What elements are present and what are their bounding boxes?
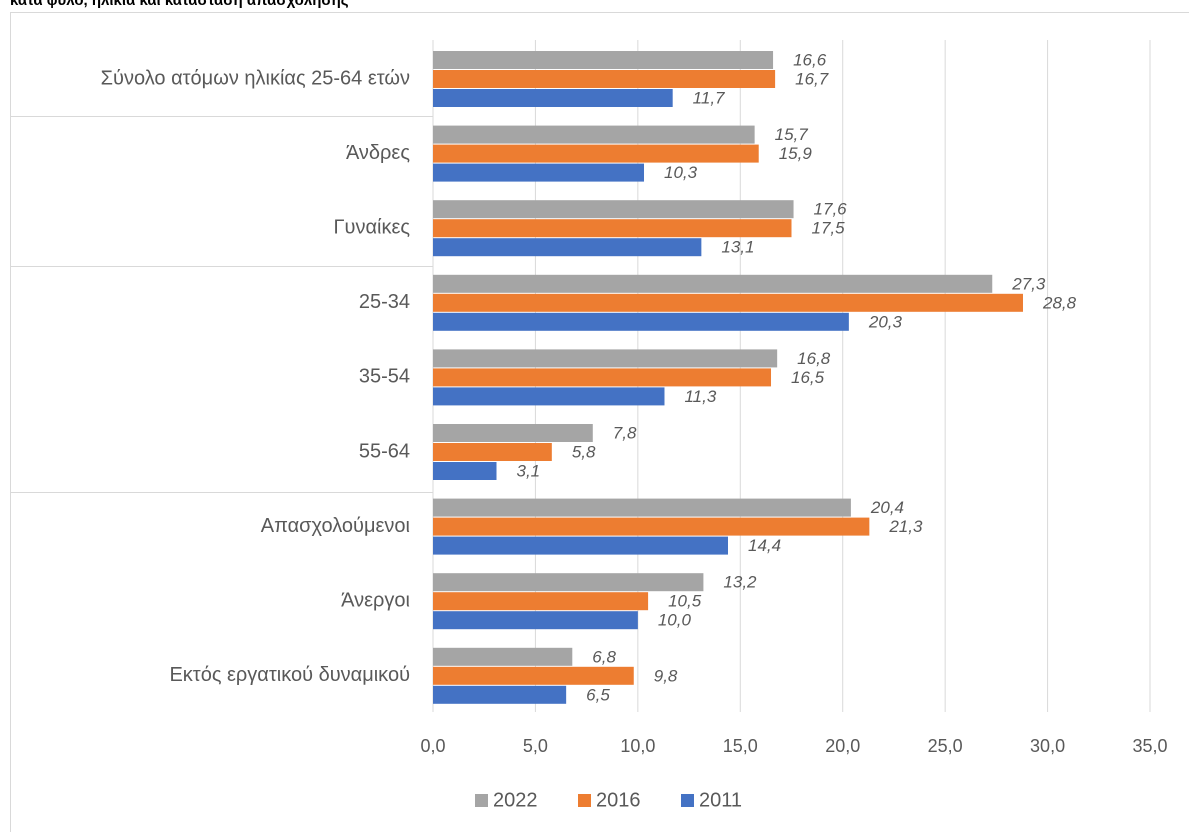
- legend-label: 2011: [699, 789, 742, 811]
- data-label: 10,0: [658, 611, 692, 630]
- bar: [433, 163, 645, 182]
- x-tick-label: 20,0: [825, 736, 860, 756]
- y-tick-label: Σύνολο ατόμων ηλικίας 25-64 ετών: [101, 67, 410, 89]
- x-tick-label: 0,0: [420, 736, 445, 756]
- y-tick-label: 35-54: [359, 366, 410, 388]
- y-tick-label: 55-64: [359, 440, 410, 462]
- bar: [433, 462, 497, 480]
- bar: [433, 312, 849, 331]
- legend-label: 2022: [493, 789, 538, 811]
- data-label: 10,5: [668, 592, 702, 611]
- data-label: 16,6: [793, 50, 827, 69]
- bar: [433, 424, 593, 442]
- bar: [433, 89, 673, 107]
- data-label: 13,2: [723, 573, 757, 592]
- data-label: 5,8: [572, 442, 596, 461]
- data-label: 17,5: [812, 219, 846, 238]
- data-label: 7,8: [613, 423, 637, 442]
- data-label: 16,8: [797, 349, 831, 368]
- data-label: 28,8: [1042, 293, 1077, 312]
- bar: [433, 293, 1023, 312]
- bar: [433, 498, 851, 517]
- data-label: 20,4: [870, 498, 904, 517]
- data-label: 9,8: [654, 666, 678, 685]
- bar: [433, 70, 776, 88]
- data-label: 16,5: [791, 368, 825, 387]
- bar: [433, 517, 870, 536]
- bar: [433, 349, 778, 368]
- bar: [433, 573, 704, 592]
- chart-title: κατά φύλο, ηλικία και κατάσταση απασχόλη…: [10, 0, 349, 9]
- bar: [433, 536, 728, 555]
- legend-swatch: [578, 794, 591, 807]
- data-label: 21,3: [888, 517, 923, 536]
- x-tick-label: 30,0: [1030, 736, 1065, 756]
- bar: [433, 144, 759, 163]
- data-label: 17,6: [814, 200, 848, 219]
- y-tick-label: Εκτός εργατικού δυναμικού: [169, 664, 410, 686]
- bar: [433, 200, 794, 219]
- y-tick-label: Απασχολούμενοι: [261, 515, 410, 537]
- y-tick-label: Άνεργοι: [341, 589, 410, 611]
- bar: [433, 443, 552, 461]
- data-label: 20,3: [868, 312, 903, 331]
- data-label: 15,7: [775, 125, 809, 144]
- legend-swatch: [681, 794, 694, 807]
- bar: [433, 238, 702, 257]
- bar: [433, 274, 993, 293]
- data-label: 3,1: [517, 461, 541, 480]
- data-label: 11,3: [684, 387, 716, 406]
- bar: [433, 647, 573, 666]
- bar: [433, 368, 772, 387]
- x-tick-label: 5,0: [523, 736, 548, 756]
- data-label: 6,5: [586, 685, 610, 704]
- legend-label: 2016: [596, 789, 641, 811]
- bar: [433, 51, 774, 69]
- bar: [433, 592, 649, 611]
- bar: [433, 611, 638, 630]
- data-label: 10,3: [664, 163, 698, 182]
- data-label: 27,3: [1011, 274, 1046, 293]
- x-tick-label: 10,0: [620, 736, 655, 756]
- x-tick-label: 25,0: [928, 736, 963, 756]
- x-tick-label: 35,0: [1132, 736, 1167, 756]
- bar: [433, 666, 634, 685]
- data-label: 13,1: [721, 238, 754, 257]
- data-label: 14,4: [748, 536, 781, 555]
- y-tick-label: Άνδρες: [346, 142, 410, 164]
- data-label: 11,7: [693, 88, 725, 107]
- legend-swatch: [475, 794, 488, 807]
- bar: [433, 685, 567, 704]
- x-tick-label: 15,0: [723, 736, 758, 756]
- y-tick-label: 25-34: [359, 291, 410, 313]
- y-tick-label: Γυναίκες: [333, 216, 410, 238]
- data-label: 6,8: [592, 647, 616, 666]
- data-label: 15,9: [779, 144, 813, 163]
- bar: [433, 387, 665, 406]
- bar: [433, 219, 792, 238]
- bar: [433, 125, 755, 144]
- data-label: 16,7: [795, 69, 829, 88]
